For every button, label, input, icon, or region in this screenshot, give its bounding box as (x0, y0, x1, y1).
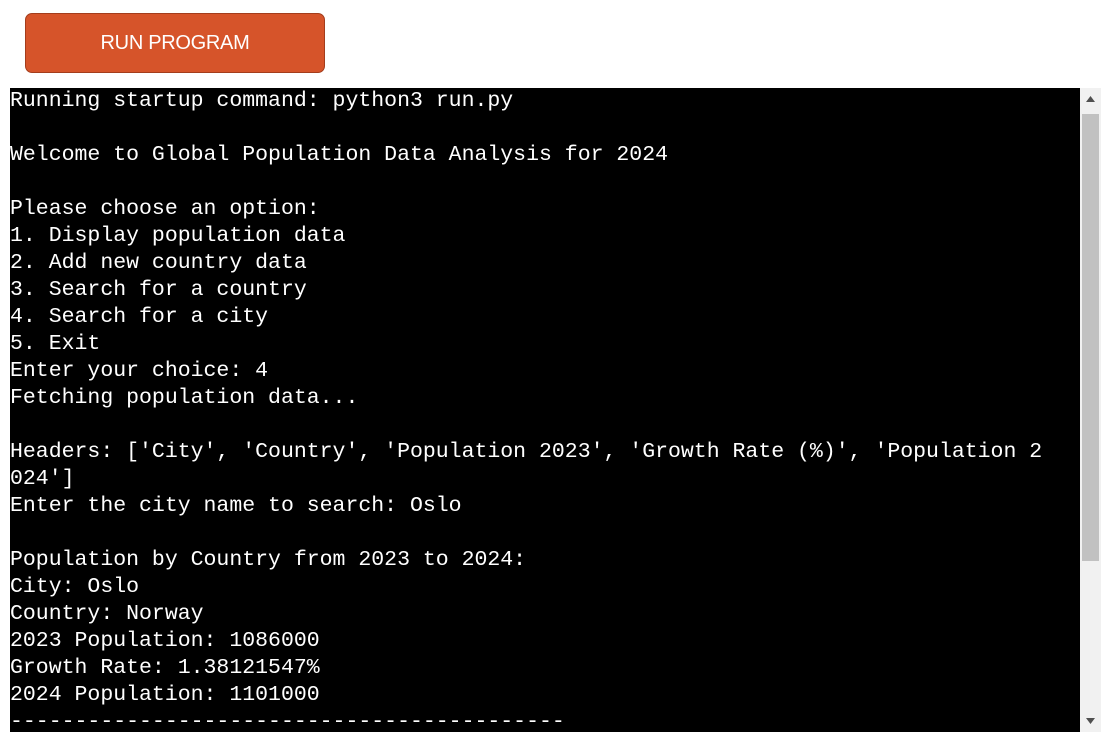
terminal-line (10, 520, 1080, 547)
terminal-line: Running startup command: python3 run.py (10, 89, 514, 113)
terminal-line: 024'] (10, 467, 75, 491)
terminal-line: 4. Search for a city (10, 305, 269, 329)
terminal-line: 5. Exit (10, 332, 101, 356)
terminal-line: 2023 Population: 1086000 (10, 629, 320, 653)
scroll-down-arrow-icon[interactable] (1080, 710, 1101, 732)
terminal-line: 2. Add new country data (10, 251, 307, 275)
terminal-line: Please choose an option: (10, 197, 320, 221)
terminal-line: City: Oslo (10, 575, 140, 599)
terminal[interactable]: Running startup command: python3 run.py W… (10, 88, 1080, 732)
terminal-scrollbar[interactable] (1080, 88, 1101, 732)
terminal-line: Enter your choice: 4 (10, 359, 269, 383)
terminal-line: Country: Norway (10, 602, 204, 626)
terminal-line: Welcome to Global Population Data Analys… (10, 143, 669, 167)
terminal-line: Population by Country from 2023 to 2024: (10, 548, 527, 572)
terminal-line: 2024 Population: 1101000 (10, 683, 320, 707)
terminal-output: Running startup command: python3 run.py W… (10, 88, 1080, 732)
terminal-line (10, 412, 1080, 439)
terminal-line: ----------------------------------------… (10, 710, 565, 732)
terminal-line: Enter the city name to search: Oslo (10, 494, 462, 518)
terminal-line: 1. Display population data (10, 224, 346, 248)
terminal-line: Headers: ['City', 'Country', 'Population… (10, 440, 1043, 464)
terminal-line: Fetching population data... (10, 386, 359, 410)
run-program-button[interactable]: RUN PROGRAM (25, 13, 325, 73)
terminal-line: 3. Search for a country (10, 278, 307, 302)
scrollbar-thumb[interactable] (1082, 114, 1099, 561)
scroll-up-arrow-icon[interactable] (1080, 88, 1101, 110)
terminal-line: Growth Rate: 1.38121547% (10, 656, 320, 680)
terminal-line (10, 115, 1080, 142)
terminal-line (10, 169, 1080, 196)
